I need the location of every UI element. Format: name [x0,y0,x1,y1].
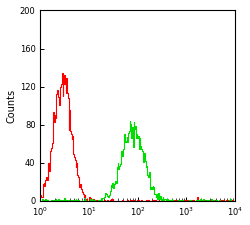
Y-axis label: Counts: Counts [7,89,17,123]
